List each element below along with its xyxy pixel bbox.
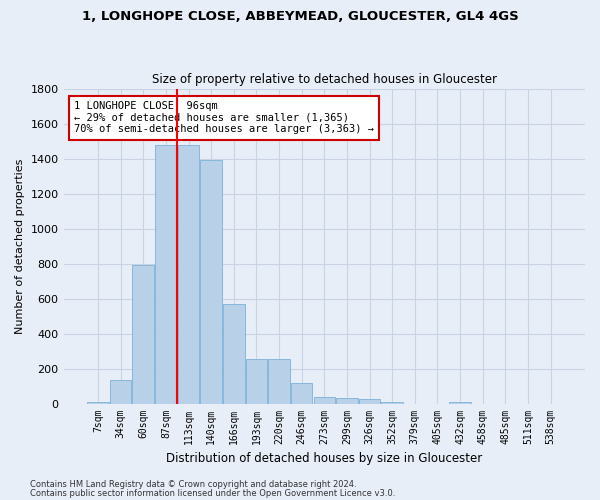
Bar	[245, 359, 267, 404]
X-axis label: Distribution of detached houses by size in Gloucester: Distribution of detached houses by size …	[166, 452, 482, 465]
Bar	[87, 402, 109, 404]
Bar	[133, 266, 154, 404]
Bar	[155, 144, 176, 404]
Bar	[314, 398, 335, 404]
Text: 1, LONGHOPE CLOSE, ABBEYMEAD, GLOUCESTER, GL4 4GS: 1, LONGHOPE CLOSE, ABBEYMEAD, GLOUCESTER…	[82, 10, 518, 23]
Bar	[110, 380, 131, 404]
Bar	[382, 402, 403, 404]
Bar	[223, 304, 245, 404]
Bar	[449, 402, 471, 404]
Bar	[200, 160, 222, 404]
Text: 1 LONGHOPE CLOSE: 96sqm
← 29% of detached houses are smaller (1,365)
70% of semi: 1 LONGHOPE CLOSE: 96sqm ← 29% of detache…	[74, 101, 374, 134]
Bar	[336, 398, 358, 404]
Y-axis label: Number of detached properties: Number of detached properties	[15, 158, 25, 334]
Title: Size of property relative to detached houses in Gloucester: Size of property relative to detached ho…	[152, 73, 497, 86]
Bar	[178, 144, 199, 404]
Bar	[359, 399, 380, 404]
Bar	[268, 359, 290, 404]
Text: Contains HM Land Registry data © Crown copyright and database right 2024.: Contains HM Land Registry data © Crown c…	[30, 480, 356, 489]
Bar	[291, 384, 313, 404]
Text: Contains public sector information licensed under the Open Government Licence v3: Contains public sector information licen…	[30, 489, 395, 498]
